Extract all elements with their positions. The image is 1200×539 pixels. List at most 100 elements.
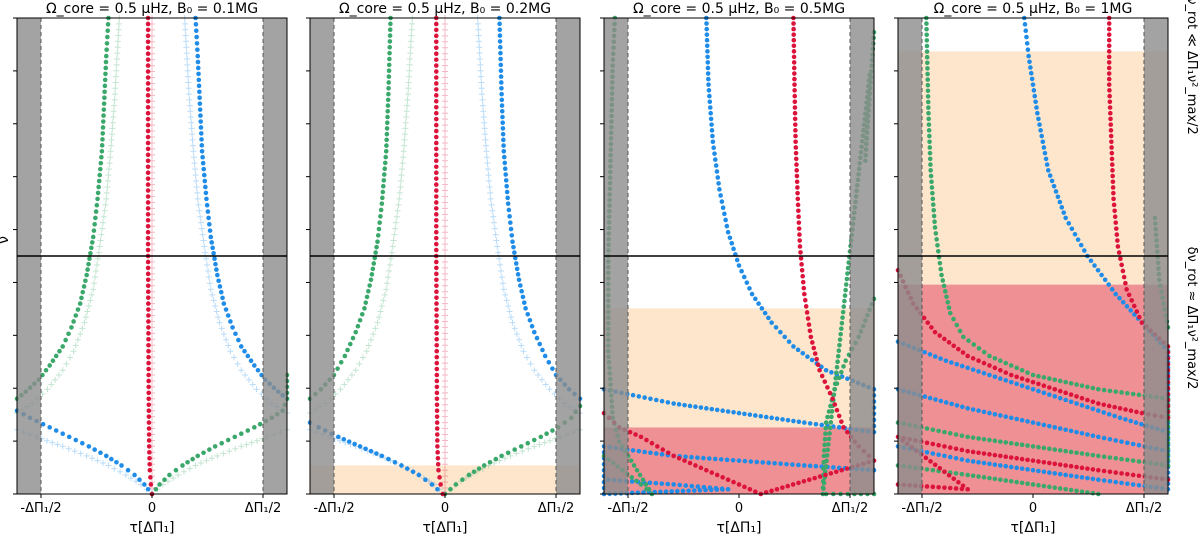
series-m-minus-dot <box>307 15 583 497</box>
data-point <box>833 469 839 475</box>
data-point <box>704 37 710 43</box>
data-point <box>148 482 154 487</box>
data-point <box>442 330 448 337</box>
data-point <box>507 452 514 459</box>
data-point <box>998 439 1003 444</box>
data-point <box>840 309 846 315</box>
data-point <box>836 425 842 430</box>
data-point <box>1014 465 1019 471</box>
data-point <box>1106 43 1112 49</box>
data-point <box>938 266 944 272</box>
data-point <box>513 331 520 338</box>
data-point <box>669 489 674 494</box>
data-point <box>784 461 789 467</box>
data-point <box>103 59 109 65</box>
data-point <box>145 206 151 211</box>
data-point <box>442 187 448 194</box>
data-point <box>442 294 448 301</box>
data-point <box>99 225 106 232</box>
data-point <box>497 39 503 44</box>
data-point <box>525 312 531 317</box>
data-point <box>216 278 221 284</box>
data-point <box>796 462 801 468</box>
data-point <box>1057 426 1063 431</box>
data-point <box>195 53 201 59</box>
data-point <box>821 448 827 453</box>
data-point <box>710 133 715 139</box>
data-point <box>1130 458 1136 463</box>
data-point <box>196 207 203 214</box>
data-point <box>1059 205 1065 210</box>
data-point <box>434 396 440 402</box>
data-point <box>834 370 839 376</box>
data-point <box>671 482 676 487</box>
data-point <box>505 302 512 309</box>
data-point <box>923 455 929 461</box>
data-point <box>433 164 439 170</box>
data-point <box>482 131 489 138</box>
x-axis-label: τ[ΔΠ₁] <box>422 520 467 536</box>
data-point <box>1136 392 1142 398</box>
data-point <box>527 317 533 323</box>
data-point <box>336 434 341 440</box>
data-point <box>217 284 223 289</box>
data-point <box>375 314 382 321</box>
data-point <box>442 169 448 176</box>
data-point <box>527 360 534 367</box>
data-point <box>494 243 501 250</box>
data-point <box>1047 173 1053 178</box>
data-point <box>1123 407 1128 412</box>
data-point <box>145 110 151 116</box>
data-point <box>146 331 151 336</box>
data-point <box>707 99 713 105</box>
data-point <box>190 148 197 155</box>
data-point <box>736 410 742 416</box>
data-point <box>87 297 94 304</box>
data-point <box>520 348 527 355</box>
data-point <box>149 336 155 343</box>
series-m-zero-dot <box>433 15 446 497</box>
data-point <box>932 225 938 230</box>
data-point <box>145 212 151 217</box>
data-point <box>149 86 155 93</box>
data-point <box>442 312 448 319</box>
data-point <box>433 27 439 33</box>
data-point <box>1008 363 1014 368</box>
data-point <box>99 154 104 160</box>
data-point <box>629 479 635 484</box>
data-point <box>433 93 439 98</box>
data-point <box>212 256 217 262</box>
data-point <box>442 74 448 81</box>
data-point <box>523 306 528 311</box>
data-point <box>535 372 542 378</box>
data-point <box>518 283 523 288</box>
data-point <box>502 291 509 298</box>
data-point <box>499 108 505 114</box>
data-point <box>1096 467 1101 473</box>
data-point <box>959 433 965 438</box>
data-point <box>842 293 848 298</box>
data-point <box>442 300 448 307</box>
data-point <box>934 237 939 242</box>
data-point <box>981 436 987 442</box>
data-point <box>186 96 193 103</box>
data-point <box>1107 88 1112 93</box>
data-point <box>1107 110 1113 116</box>
data-point <box>434 295 439 300</box>
data-point <box>433 39 439 45</box>
data-point <box>1052 485 1058 490</box>
data-point <box>145 99 151 104</box>
data-point <box>839 467 844 473</box>
data-point <box>337 386 344 393</box>
data-point <box>630 392 636 398</box>
data-point <box>498 68 504 74</box>
data-point <box>442 324 448 331</box>
data-point <box>794 162 799 167</box>
data-point <box>706 88 712 93</box>
data-point <box>95 190 101 196</box>
data-point <box>181 20 188 27</box>
data-point <box>970 356 976 361</box>
data-point <box>220 295 225 301</box>
data-point <box>435 456 441 461</box>
